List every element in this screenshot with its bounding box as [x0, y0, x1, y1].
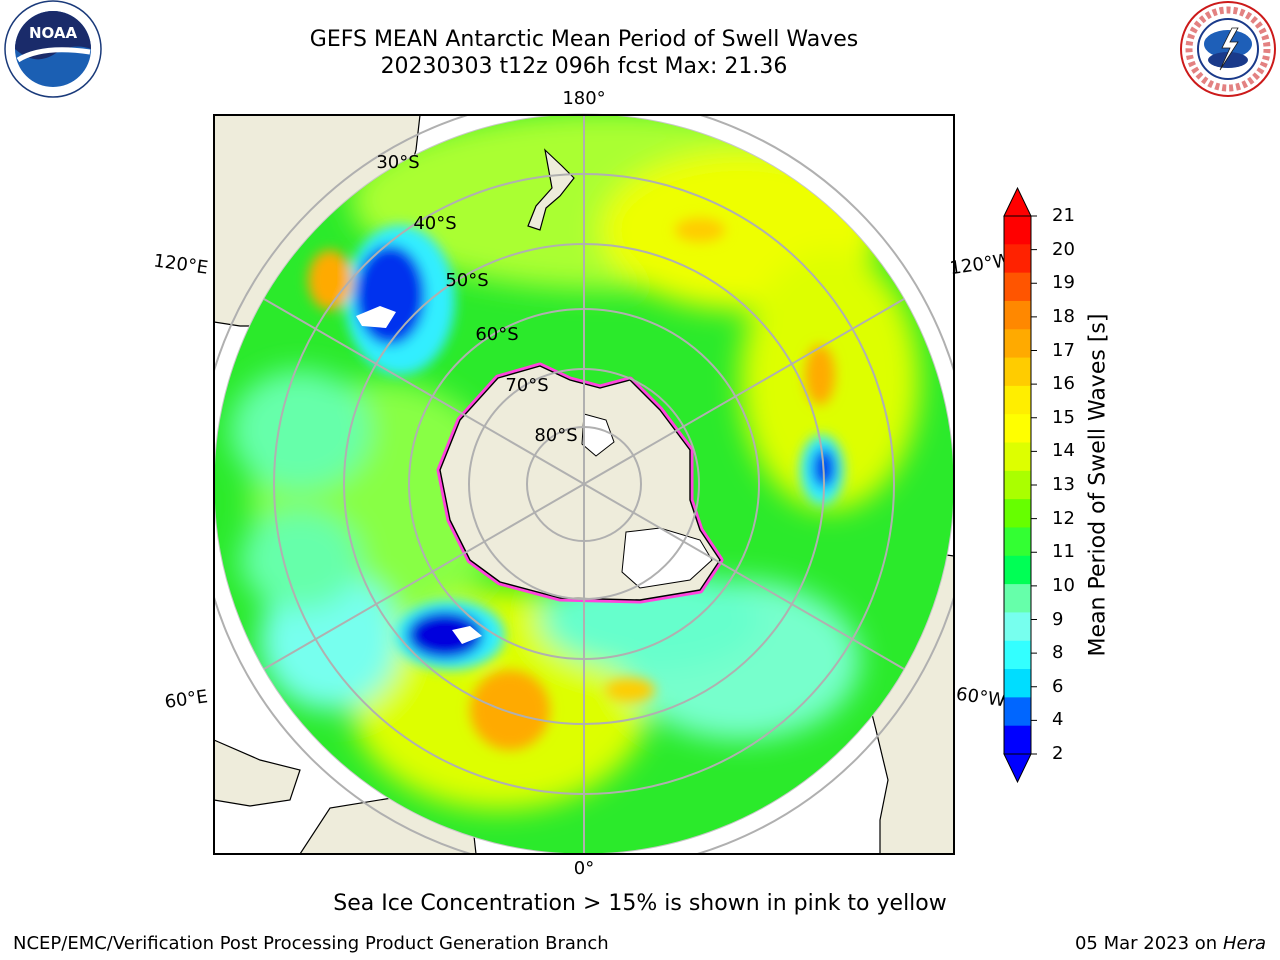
- colorbar-tick-label: 15: [1052, 406, 1075, 428]
- lat-label-40s: 40°S: [413, 213, 456, 234]
- lat-label-70s: 70°S: [505, 375, 548, 396]
- colorbar-tick-label: 16: [1052, 373, 1075, 395]
- colorbar-tick-label: 17: [1052, 339, 1075, 361]
- footer-date-text: 05 Mar 2023 on: [1074, 933, 1218, 954]
- new-zealand: [527, 148, 575, 231]
- lat-label-30s: 30°S: [376, 152, 419, 173]
- footer-credit: NCEP/EMC/Verification Post Processing Pr…: [13, 933, 609, 954]
- map-frame: [213, 114, 955, 855]
- colorbar-segment: [1004, 669, 1031, 698]
- colorbar-segment: [1004, 527, 1031, 557]
- colorbar: [1003, 186, 1037, 784]
- colorbar-tick-label: 19: [1052, 272, 1075, 294]
- lon-label-180: 180°: [562, 88, 605, 109]
- colorbar-segment: [1004, 216, 1031, 245]
- colorbar-extend-top: [1003, 186, 1032, 217]
- noaa-logo: NOAA: [4, 0, 102, 98]
- colorbar-tick-label: 20: [1052, 238, 1075, 260]
- colorbar-segment: [1004, 725, 1031, 755]
- colorbar-tick-label: 9: [1052, 608, 1064, 630]
- sea-ice-note: Sea Ice Concentration > 15% is shown in …: [333, 891, 947, 916]
- colorbar-segment: [1004, 640, 1031, 670]
- colorbar-segment: [1004, 612, 1031, 642]
- nws-logo: [1180, 1, 1276, 97]
- graticule: [214, 115, 954, 854]
- antarctica: [436, 362, 724, 604]
- colorbar-segment: [1004, 244, 1031, 274]
- colorbar-tick-label: 14: [1052, 440, 1075, 462]
- colorbar-segment: [1004, 414, 1031, 444]
- lon-label-60w: 60°W: [955, 684, 1007, 712]
- chart-subtitle: 20230303 t12z 096h fcst Max: 21.36: [380, 54, 788, 79]
- colorbar-segment: [1004, 300, 1031, 330]
- colorbar-tick-label: 10: [1052, 574, 1075, 596]
- colorbar-segment: [1004, 385, 1031, 415]
- lat-label-50s: 50°S: [445, 270, 488, 291]
- lat-label-80s: 80°S: [534, 425, 577, 446]
- colorbar-tick-label: 21: [1052, 205, 1075, 226]
- colorbar-segment: [1004, 555, 1031, 585]
- lon-label-120w: 120°W: [948, 250, 1012, 279]
- lon-label-0: 0°: [574, 858, 594, 879]
- colorbar-segment: [1004, 697, 1031, 727]
- chart-title: GEFS MEAN Antarctic Mean Period of Swell…: [309, 27, 859, 52]
- colorbar-segment: [1004, 499, 1031, 528]
- noaa-logo-text: NOAA: [29, 24, 78, 42]
- colorbar-tick-label: 8: [1052, 642, 1064, 664]
- colorbar-segment: [1004, 357, 1031, 387]
- colorbar-tick-label: 12: [1052, 507, 1075, 529]
- colorbar-segment: [1004, 584, 1031, 613]
- colorbar-extend-bottom: [1003, 753, 1032, 784]
- colorbar-tick-label: 11: [1052, 541, 1075, 563]
- footer-machine: Hera: [1222, 933, 1266, 954]
- colorbar-label: Mean Period of Swell Waves [s]: [1085, 313, 1111, 657]
- colorbar-segment: [1004, 470, 1031, 500]
- colorbar-segment: [1004, 272, 1031, 302]
- colorbar-segment: [1004, 329, 1031, 359]
- lon-label-60e: 60°E: [163, 686, 209, 713]
- colorbar-tick-label: 4: [1052, 709, 1064, 731]
- lon-label-120e: 120°E: [152, 250, 209, 278]
- colorbar-tick-label: 6: [1052, 675, 1064, 697]
- colorbar-tick-label: 13: [1052, 474, 1075, 495]
- colorbar-tick-label: 2: [1052, 743, 1064, 764]
- colorbar-tick-label: 18: [1052, 305, 1075, 327]
- colorbar-segment: [1004, 442, 1031, 472]
- lat-label-60s: 60°S: [475, 324, 518, 345]
- footer-date: 05 Mar 2023 on Hera: [1075, 933, 1266, 954]
